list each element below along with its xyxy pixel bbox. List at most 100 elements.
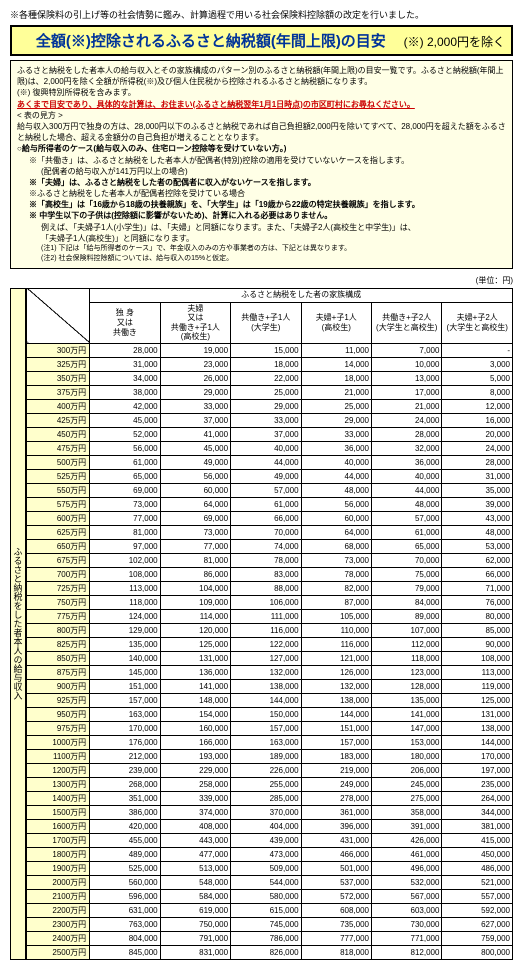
title-box: 全額(※)控除されるふるさと納税額(年間上限)の目安 (※) 2,000円を除く <box>10 25 513 56</box>
value-cell: 426,000 <box>371 833 441 847</box>
info-h1e2: 例えば、「夫婦子1人(小学生)」は、「夫婦」と同額になります。また、「夫婦子2人… <box>17 222 506 233</box>
value-cell: 108,000 <box>90 567 160 581</box>
value-cell: 525,000 <box>90 861 160 875</box>
value-cell: 33,000 <box>231 413 301 427</box>
value-cell: 44,000 <box>371 483 441 497</box>
value-cell: 131,000 <box>160 651 230 665</box>
value-cell: 138,000 <box>301 693 371 707</box>
value-cell: 544,000 <box>231 875 301 889</box>
value-cell: 113,000 <box>90 581 160 595</box>
income-cell: 1600万円 <box>27 819 90 833</box>
info-n1: (注1) 下記は「給与所得者のケース」で、年金収入のみの方や事業者の方は、下記と… <box>17 244 506 254</box>
value-cell: 128,000 <box>371 679 441 693</box>
value-cell: 144,000 <box>231 693 301 707</box>
table-row: 475万円56,00045,00040,00036,00032,00024,00… <box>27 441 513 455</box>
value-cell: 132,000 <box>301 679 371 693</box>
value-cell: 391,000 <box>371 819 441 833</box>
value-cell: 73,000 <box>90 497 160 511</box>
value-cell: 74,000 <box>231 539 301 553</box>
value-cell: 404,000 <box>231 819 301 833</box>
value-cell: 557,000 <box>442 889 513 903</box>
income-cell: 1100万円 <box>27 749 90 763</box>
value-cell: 35,000 <box>442 483 513 497</box>
value-cell: 25,000 <box>301 399 371 413</box>
value-cell: 157,000 <box>301 735 371 749</box>
value-cell: 845,000 <box>90 945 160 959</box>
value-cell: 486,000 <box>442 861 513 875</box>
info-h1e3: 「夫婦子1人(高校生)」と同額になります。 <box>17 233 506 244</box>
income-cell: 725万円 <box>27 581 90 595</box>
income-cell: 875万円 <box>27 665 90 679</box>
value-cell: 118,000 <box>371 651 441 665</box>
value-cell: 800,000 <box>442 945 513 959</box>
value-cell: 268,000 <box>90 777 160 791</box>
value-cell: 121,000 <box>301 651 371 665</box>
value-cell: 138,000 <box>442 721 513 735</box>
value-cell: 119,000 <box>442 679 513 693</box>
value-cell: 36,000 <box>301 441 371 455</box>
value-cell: 615,000 <box>231 903 301 917</box>
value-cell: 57,000 <box>371 511 441 525</box>
value-cell: 206,000 <box>371 763 441 777</box>
value-cell: 170,000 <box>442 749 513 763</box>
income-cell: 525万円 <box>27 469 90 483</box>
value-cell: 44,000 <box>231 455 301 469</box>
value-cell: 129,000 <box>90 623 160 637</box>
value-cell: 45,000 <box>90 413 160 427</box>
table-row: 500万円61,00049,00044,00040,00036,00028,00… <box>27 455 513 469</box>
value-cell: 160,000 <box>160 721 230 735</box>
value-cell: - <box>442 343 513 357</box>
value-cell: 154,000 <box>160 707 230 721</box>
table-row: 1600万円420,000408,000404,000396,000391,00… <box>27 819 513 833</box>
income-cell: 675万円 <box>27 553 90 567</box>
value-cell: 43,000 <box>442 511 513 525</box>
value-cell: 34,000 <box>90 371 160 385</box>
value-cell: 41,000 <box>160 427 230 441</box>
table-row: 325万円31,00023,00018,00014,00010,0003,000 <box>27 357 513 371</box>
value-cell: 85,000 <box>442 623 513 637</box>
value-cell: 65,000 <box>90 469 160 483</box>
value-cell: 584,000 <box>160 889 230 903</box>
value-cell: 140,000 <box>90 651 160 665</box>
table-row: 525万円65,00056,00049,00044,00040,00031,00… <box>27 469 513 483</box>
title-note: (※) 2,000円を除く <box>404 33 505 50</box>
value-cell: 132,000 <box>231 665 301 679</box>
value-cell: 608,000 <box>301 903 371 917</box>
value-cell: 64,000 <box>160 497 230 511</box>
income-cell: 350万円 <box>27 371 90 385</box>
income-cell: 975万円 <box>27 721 90 735</box>
table-row: 1100万円212,000193,000189,000183,000180,00… <box>27 749 513 763</box>
value-cell: 108,000 <box>442 651 513 665</box>
value-cell: 37,000 <box>160 413 230 427</box>
value-cell: 48,000 <box>301 483 371 497</box>
income-cell: 400万円 <box>27 399 90 413</box>
table-row: 2400万円804,000791,000786,000777,000771,00… <box>27 931 513 945</box>
value-cell: 97,000 <box>90 539 160 553</box>
value-cell: 439,000 <box>231 833 301 847</box>
value-cell: 386,000 <box>90 805 160 819</box>
value-cell: 15,000 <box>231 343 301 357</box>
value-cell: 83,000 <box>231 567 301 581</box>
value-cell: 521,000 <box>442 875 513 889</box>
income-cell: 325万円 <box>27 357 90 371</box>
table-row: 1000万円176,000166,000163,000157,000153,00… <box>27 735 513 749</box>
table-row: 550万円69,00060,00057,00048,00044,00035,00… <box>27 483 513 497</box>
value-cell: 141,000 <box>160 679 230 693</box>
table-row: 375万円38,00029,00025,00021,00017,0008,000 <box>27 385 513 399</box>
value-cell: 8,000 <box>442 385 513 399</box>
income-cell: 775万円 <box>27 609 90 623</box>
value-cell: 48,000 <box>442 525 513 539</box>
value-cell: 235,000 <box>442 777 513 791</box>
income-cell: 2300万円 <box>27 917 90 931</box>
value-cell: 278,000 <box>301 791 371 805</box>
income-cell: 825万円 <box>27 637 90 651</box>
value-cell: 61,000 <box>90 455 160 469</box>
value-cell: 381,000 <box>442 819 513 833</box>
income-cell: 2000万円 <box>27 875 90 889</box>
value-cell: 431,000 <box>301 833 371 847</box>
value-cell: 80,000 <box>442 609 513 623</box>
table-row: 650万円97,00077,00074,00068,00065,00053,00… <box>27 539 513 553</box>
value-cell: 42,000 <box>90 399 160 413</box>
info-h1a: ※「共働き」は、ふるさと納税をした者本人が配偶者(特別)控除の適用を受けていない… <box>17 155 506 166</box>
value-cell: 126,000 <box>301 665 371 679</box>
